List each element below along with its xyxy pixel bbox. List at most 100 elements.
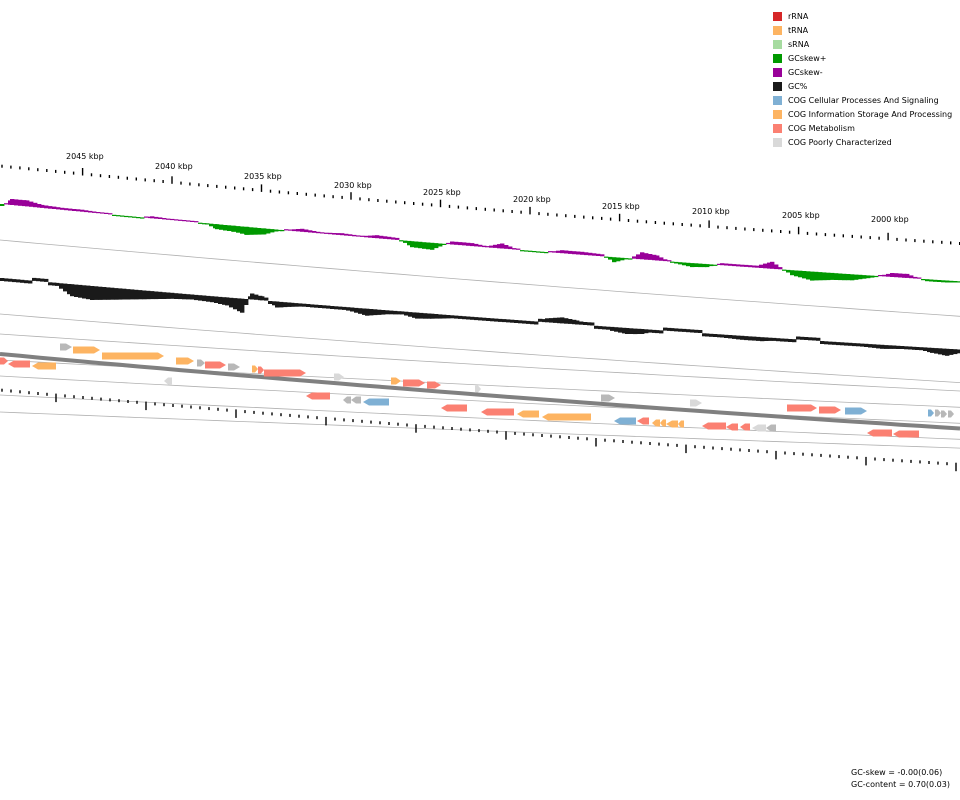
gene-arrow [403, 379, 425, 387]
gc-skew-bar [520, 250, 525, 252]
gc-content-bar [610, 326, 615, 331]
gene-arrow [205, 361, 226, 369]
gc-skew-bar [300, 228, 305, 232]
gc-content-bar [832, 341, 837, 345]
gc-skew-bar [430, 242, 435, 250]
gc-content-bar [736, 335, 741, 340]
gc-content-bar [166, 292, 171, 299]
gc-skew-bar [418, 241, 423, 249]
gene-arrow [228, 363, 240, 371]
gc-content-bar [150, 291, 155, 300]
gc-skew-bar [584, 252, 589, 256]
outer-scale-ticks [1, 164, 960, 245]
legend-item-cog-metabolism: COG Metabolism [773, 121, 952, 135]
gc-content-bar [32, 277, 37, 281]
gc-content-bar [694, 329, 699, 333]
gc-skew-bar [292, 229, 297, 232]
gc-content-bar [290, 302, 295, 307]
gc-skew-bar [154, 216, 159, 219]
gc-content-bar [202, 295, 207, 302]
gc-content-bar [732, 335, 737, 339]
gc-content-bar [892, 345, 897, 349]
gc-skew-bar [512, 248, 517, 250]
gc-content-bar [663, 327, 668, 331]
gc-content-bar [162, 292, 167, 299]
gc-content-bar [900, 346, 905, 349]
gc-content-bar [804, 337, 809, 340]
track-guide-lines [0, 239, 960, 449]
gc-content-bar [625, 328, 630, 334]
gc-content-bar [784, 338, 789, 342]
gc-skew-bar [209, 223, 214, 227]
gc-content-bar [419, 312, 424, 319]
gc-content-bar [233, 298, 238, 310]
gc-content-bar [306, 304, 311, 307]
gc-content-bar [338, 306, 343, 310]
gc-skew-bar [108, 213, 113, 215]
gc-skew-bar [588, 252, 593, 256]
gc-skew-bar [886, 273, 891, 277]
gc-content-bar [373, 309, 378, 316]
gc-content-bar [644, 329, 649, 334]
gc-content-bar [602, 326, 607, 330]
gc-content-bar [930, 347, 935, 353]
gc-skew-bar [667, 260, 672, 262]
gc-skew-bar [72, 209, 77, 211]
gene-arrow [60, 343, 72, 351]
gc-skew-bar [763, 263, 768, 269]
gc-content-bar [314, 304, 319, 308]
gc-skew-bar [874, 275, 879, 278]
gc-content-bar [318, 305, 323, 308]
gc-content-bar [48, 282, 53, 286]
gc-content-bar [768, 337, 773, 341]
gc-content-bar [564, 318, 569, 324]
gene-arrow [164, 377, 172, 385]
gene-arrow [481, 408, 514, 416]
gc-skew-bar [536, 251, 541, 253]
gc-skew-bar [628, 258, 633, 260]
gc-skew-bar [240, 226, 245, 234]
gc-content-bar [358, 308, 363, 314]
gc-skew-bar [500, 243, 505, 249]
gc-skew-bar [280, 230, 285, 232]
gc-content-bar [545, 318, 550, 323]
gene-arrow [752, 424, 766, 432]
gc-skew-bar [822, 272, 827, 281]
gene-arrow [334, 373, 344, 381]
gene-arrow [702, 422, 726, 430]
gc-skew-bar [713, 264, 718, 266]
scale-label-2020: 2020 kbp [513, 195, 551, 204]
gc-content-bar [957, 349, 960, 354]
gc-skew-bar [414, 241, 419, 248]
gene-arrow [363, 398, 389, 406]
gc-skew-bar [925, 279, 930, 282]
gc-content-bar [102, 287, 107, 300]
gc-skew-bar [724, 263, 729, 266]
gc-content-bar [748, 336, 753, 341]
gc-skew-bar [100, 212, 105, 214]
gc-content-bar [350, 307, 355, 312]
gc-content-bar [264, 297, 269, 301]
gc-content-bar [63, 283, 68, 292]
gene-arrow [845, 407, 867, 415]
gc-content-bar [385, 310, 390, 315]
gc-skew-bar [25, 200, 30, 207]
gc-content-bar [526, 320, 531, 324]
gc-skew-bar [870, 275, 875, 278]
gc-skew-bar [454, 241, 459, 245]
gc-skew-bar [814, 271, 819, 281]
gc-content-bar [486, 318, 491, 321]
gc-skew-bar [383, 236, 388, 239]
gc-skew-bar [336, 233, 341, 235]
gc-content-bar [622, 327, 627, 334]
gc-skew-bar [767, 262, 772, 269]
gc-content-bar [686, 329, 691, 333]
gc-skew-bar [644, 253, 649, 260]
gc-content-bar [454, 315, 459, 319]
gene-arrow [73, 346, 100, 354]
gc-content-bar [52, 282, 57, 286]
gc-content-bar [579, 321, 584, 325]
gc-content-bar [522, 320, 527, 324]
gc-content-bar [568, 319, 573, 324]
gc-skew-bar [759, 264, 764, 268]
